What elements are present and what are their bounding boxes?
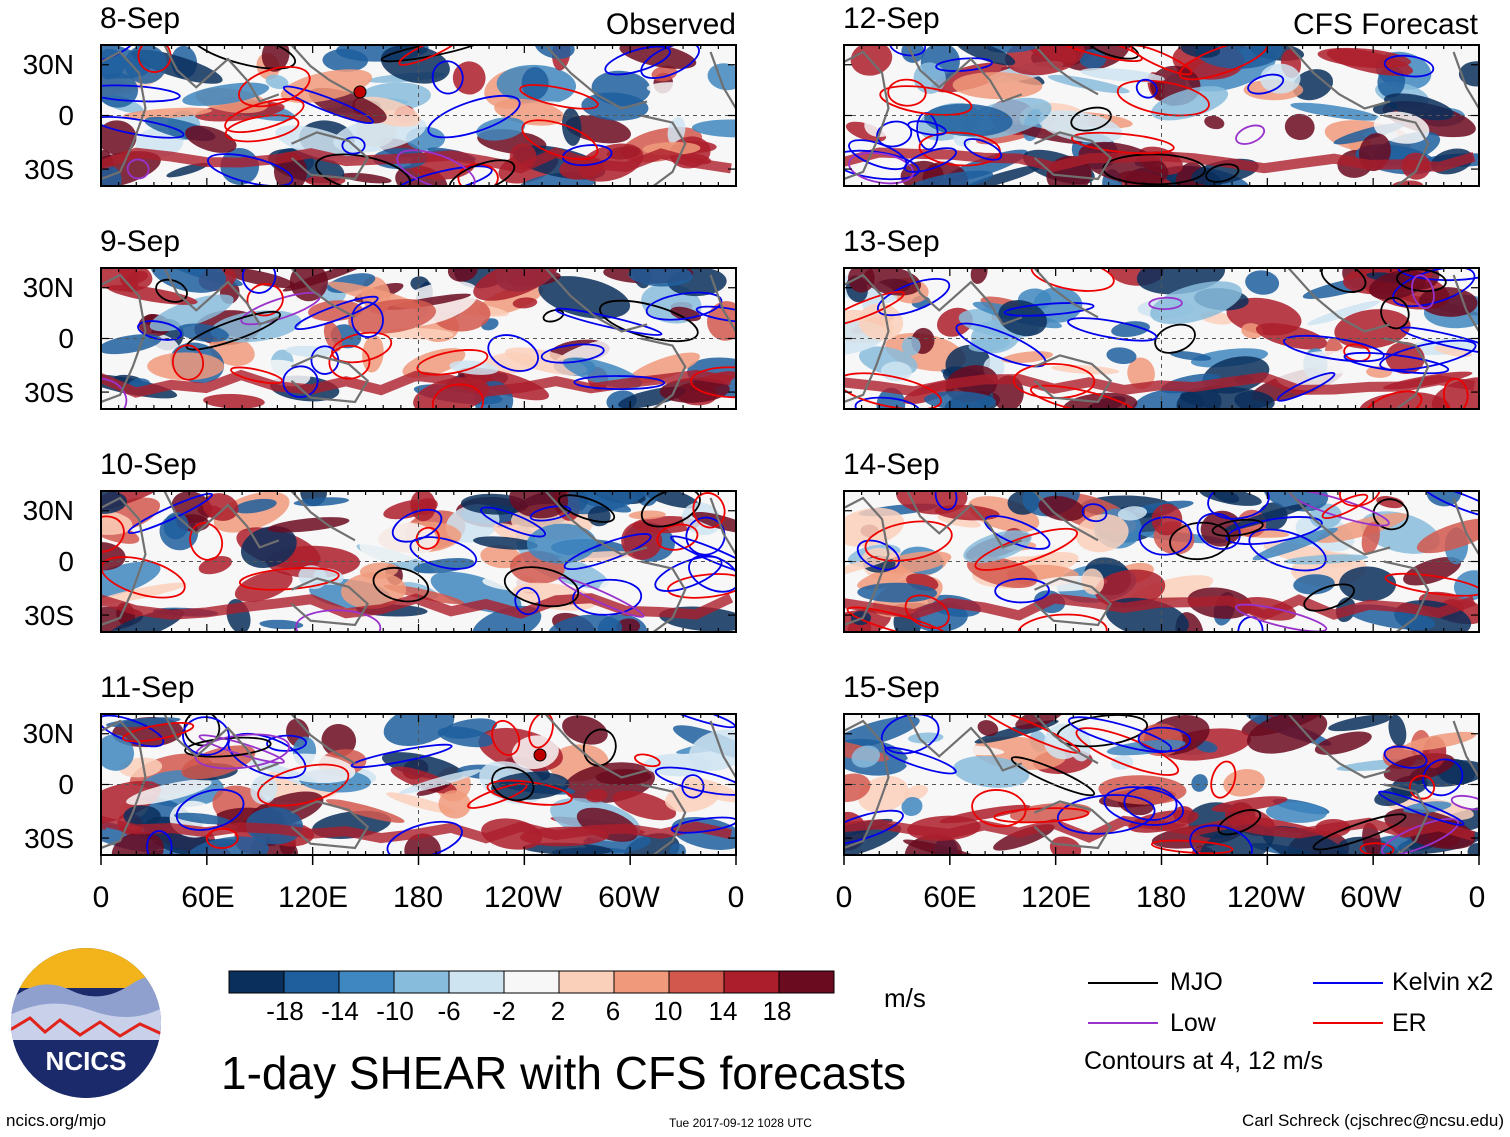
lon-label: 120E [1020,881,1092,914]
tc-marker [533,748,547,762]
map-panel [843,490,1480,633]
panel-date-obs-1: 8-Sep [100,2,181,35]
colorbar-swatch [613,970,670,994]
lon-label: 60E [923,881,977,914]
colorbar-tick: -14 [321,996,359,1026]
legend-note: Contours at 4, 12 m/s [1084,1047,1324,1075]
colorbar-swatch [778,970,835,994]
map-panel [843,713,1480,865]
map-panel [100,44,737,187]
website-link[interactable]: ncics.org/mjo [6,1111,107,1130]
panel-date-fc-3: 14-Sep [843,448,940,481]
lon-label: 120W [1226,881,1306,914]
colorbar-swatch [448,970,505,994]
panel-date-fc-1: 12-Sep [843,2,940,35]
panel-date-obs-2: 9-Sep [100,225,181,258]
lon-label: 60W [1340,881,1402,914]
lon-label: 0 [92,881,110,914]
lon-label: 0 [1468,881,1486,914]
lat-label-eq: 0 [58,769,74,800]
legend-label-low: Low [1170,1009,1216,1037]
colorbar-tick: 10 [653,996,683,1026]
colorbar-tick: 14 [708,996,738,1026]
panel-date-obs-4: 11-Sep [100,671,195,704]
colorbar-tick: -6 [437,996,461,1026]
lat-label-30s: 30S [24,823,74,854]
map-panel [100,490,737,633]
lat-label-30n: 30N [22,495,74,526]
panel-date-fc-2: 13-Sep [843,225,940,258]
panel-date-obs-3: 10-Sep [100,448,197,481]
panel-date-fc-4: 15-Sep [843,671,940,704]
lon-label: 60W [598,881,660,914]
colorbar-swatch [503,970,560,994]
lon-label: 180 [1135,881,1187,914]
map-panel [843,267,1480,410]
tc-marker [353,85,367,99]
colorbar-swatch [228,970,285,994]
map-panel [100,267,737,410]
lon-label: 120E [277,881,349,914]
colorbar-swatch [558,970,615,994]
lat-label-30s: 30S [24,154,74,185]
colorbar-tick: 2 [550,996,566,1026]
lat-label-30s: 30S [24,377,74,408]
timestamp: Tue 2017-09-12 1028 UTC [669,1116,812,1130]
forecast-label: CFS Forecast [1292,8,1478,41]
lat-label-30n: 30N [22,49,74,80]
lon-label: 0 [727,881,745,914]
lat-label-eq: 0 [58,546,74,577]
colorbar-swatch [668,970,725,994]
ncics-logo: NCICS [11,948,161,1098]
colorbar-tick: -10 [376,996,414,1026]
colorbar-swatch [338,970,395,994]
map-panel [100,713,737,865]
colorbar-tick: 18 [762,996,792,1026]
colorbar-swatch [283,970,340,994]
colorbar-unit: m/s [884,983,926,1013]
lat-label-30n: 30N [22,718,74,749]
lat-label-eq: 0 [58,100,74,131]
credit: Carl Schreck (cjschrec@ncsu.edu) [1242,1111,1504,1130]
legend-label-er: ER [1392,1009,1427,1037]
colorbar-tick: -2 [492,996,516,1026]
lat-label-30s: 30S [24,600,74,631]
lon-label: 120W [483,881,563,914]
lon-label: 60E [181,881,235,914]
colorbar-tick: -18 [266,996,304,1026]
lat-label-eq: 0 [58,323,74,354]
figure-title: 1-day SHEAR with CFS forecasts [221,1047,907,1099]
colorbar-tick: 6 [605,996,621,1026]
colorbar-swatch [723,970,780,994]
lon-label: 180 [392,881,444,914]
logo-text: NCICS [46,1046,127,1076]
legend-label-mjo: MJO [1170,968,1223,996]
lat-label-30n: 30N [22,272,74,303]
colorbar-swatch [393,970,450,994]
lon-label: 0 [835,881,853,914]
legend-label-kelvin: Kelvin x2 [1392,968,1494,996]
map-panel [843,44,1480,187]
observed-label: Observed [605,8,736,41]
